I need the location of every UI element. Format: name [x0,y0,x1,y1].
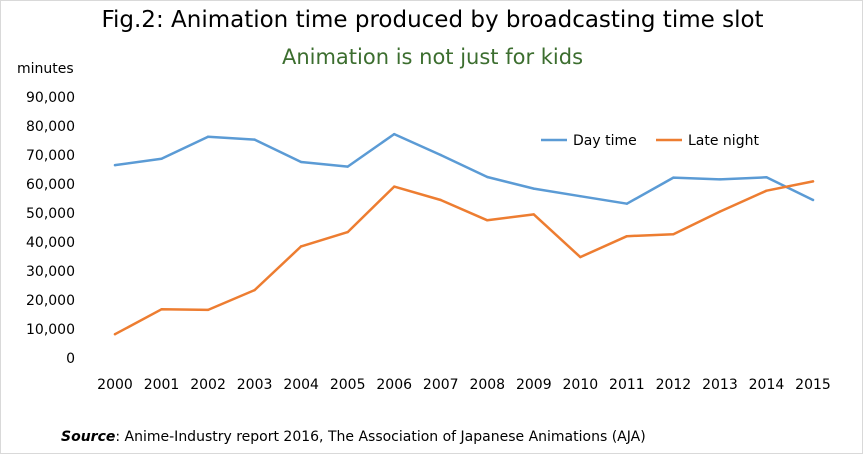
data-point [439,153,442,157]
y-tick-label: 10,000 [26,322,75,338]
x-tick-label: 2012 [656,377,692,393]
y-tick-labels: 0 10,000 20,000 30,000 40,000 50,000 60,000 70,… [26,90,75,367]
data-point [625,202,629,205]
data-point [160,308,163,311]
data-point [439,198,442,202]
data-point [113,333,117,336]
y-tick-label: 70,000 [26,148,75,164]
x-tick-label: 2008 [469,377,505,393]
y-axis-unit-label: minutes [17,61,74,77]
y-tick-label: 40,000 [26,235,75,251]
x-tick-label: 2002 [190,377,226,393]
data-point [160,157,163,160]
x-tick-label: 2011 [609,377,645,393]
data-point [579,255,582,259]
x-tick-label: 2015 [795,377,831,393]
x-tick-label: 2006 [376,377,412,393]
y-tick-label: 80,000 [26,119,75,135]
data-point [532,187,535,190]
data-point [672,176,675,179]
x-tick-label: 2001 [144,377,180,393]
data-point [206,308,210,312]
legend: Day time Late night [541,133,759,149]
source-text: : Anime-Industry report 2016, The Associ… [115,429,646,445]
x-tick-label: 2004 [283,377,319,393]
y-tick-label: 50,000 [26,206,75,222]
y-tick-label: 20,000 [26,293,75,309]
data-point [299,160,303,164]
data-point [299,245,303,248]
x-tick-label: 2003 [237,377,273,393]
y-tick-label: 30,000 [26,264,75,280]
legend-label: Day time [573,133,637,149]
data-point [393,185,396,188]
data-point [253,138,256,141]
x-tick-label: 2007 [423,377,459,393]
series-line-0 [113,132,815,205]
chart-title: Fig.2: Animation time produced by broadc… [101,7,764,33]
data-point [486,219,489,222]
x-tick-label: 2000 [97,377,133,393]
data-point [253,288,256,292]
data-point [346,165,349,168]
data-point [765,189,768,192]
data-point [532,213,535,216]
y-tick-label: 60,000 [26,177,75,193]
source-label: Source [61,429,116,445]
x-tick-label: 2014 [749,377,785,393]
series-lines [113,132,815,336]
data-point [393,132,396,136]
data-point [579,194,582,198]
data-point [625,235,629,238]
data-point [811,180,815,183]
data-point [718,210,722,213]
data-point [113,163,117,167]
data-point [672,232,675,236]
x-tick-label: 2005 [330,377,366,393]
y-tick-label: 90,000 [26,90,75,106]
data-point [718,178,722,181]
source-note: Source: Anime-Industry report 2016, The … [61,429,646,445]
legend-label: Late night [688,133,759,149]
data-point [765,176,768,179]
x-tick-labels: 2000 2001 2002 2003 2004 2005 2006 2007 2008 2009… [97,377,831,393]
series-line-1 [113,180,815,336]
x-tick-label: 2013 [702,377,738,393]
x-tick-label: 2009 [516,377,552,393]
data-point [811,198,815,202]
data-point [206,135,210,138]
data-point [486,175,489,179]
y-tick-label: 0 [66,351,75,367]
chart-subtitle: Animation is not just for kids [281,45,584,69]
data-point [346,230,349,234]
x-tick-label: 2010 [563,377,599,393]
